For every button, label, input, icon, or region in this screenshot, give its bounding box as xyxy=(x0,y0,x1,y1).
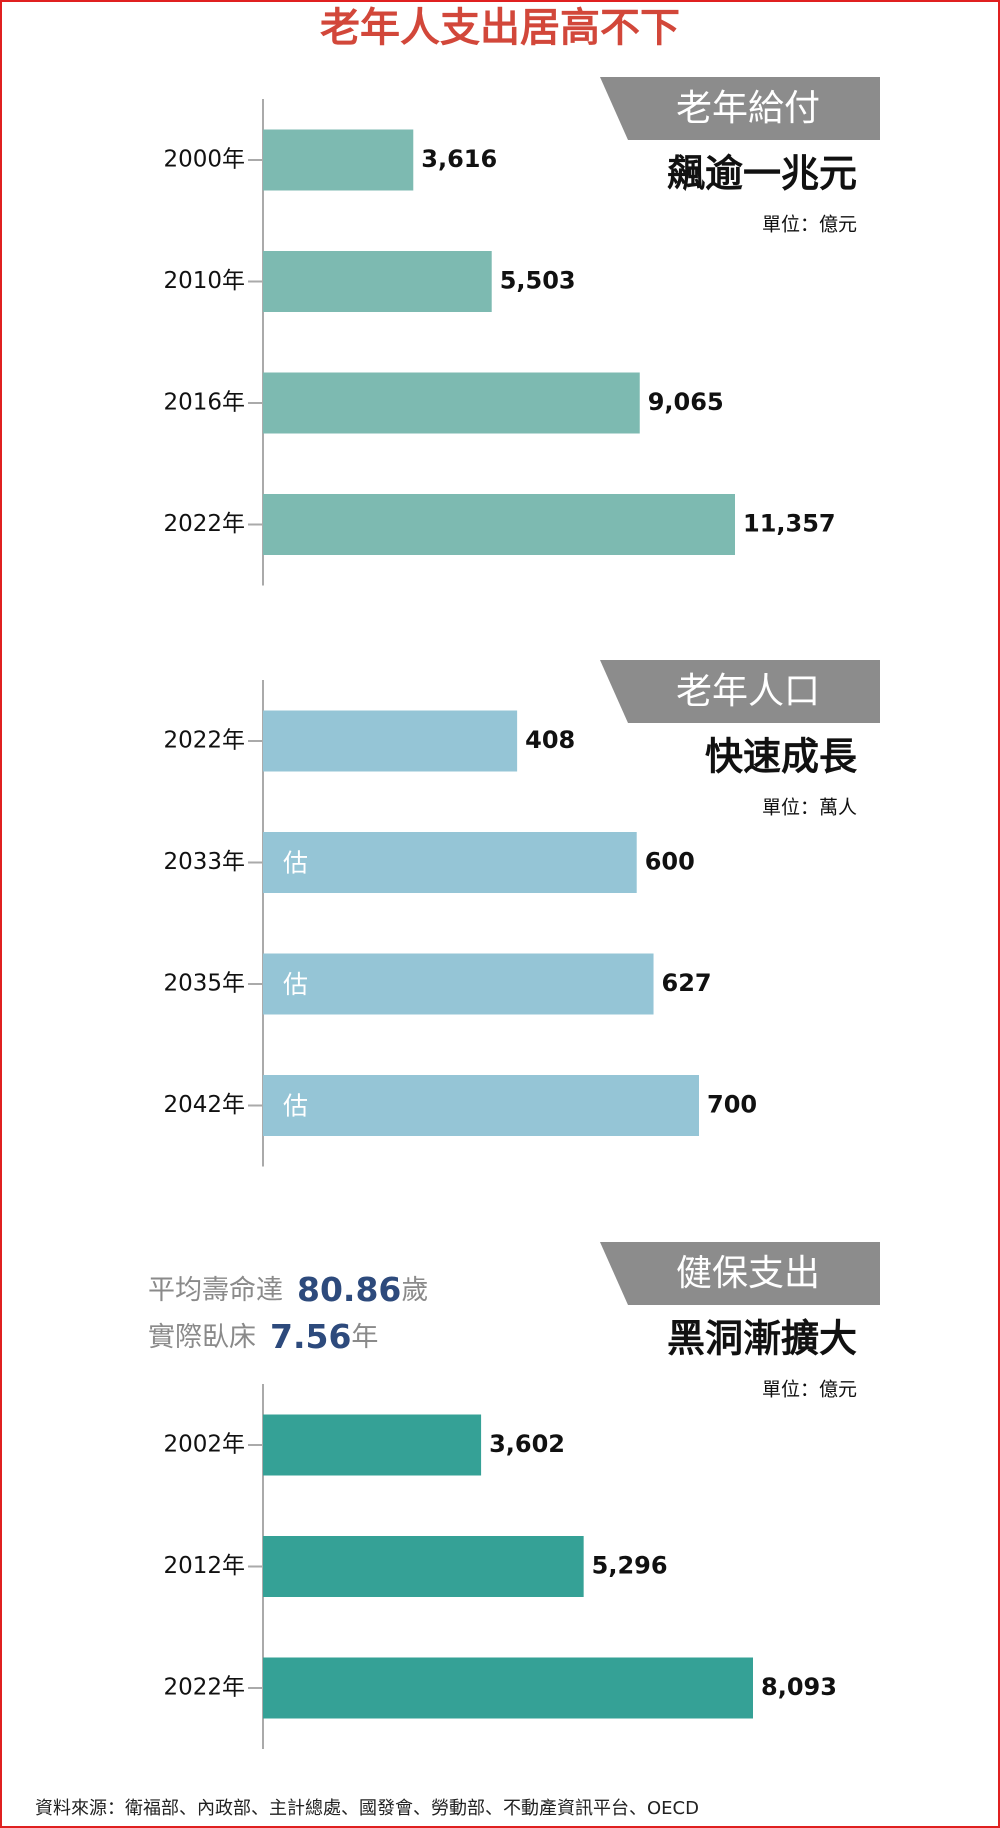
annotation-value: 7.56 xyxy=(270,1317,351,1356)
category-label: 2000年 xyxy=(163,147,245,173)
value-label: 700 xyxy=(707,1091,757,1119)
annotation: 平均壽命達 80.86歲 xyxy=(148,1270,428,1309)
bar xyxy=(263,494,735,555)
unit-label: 單位：億元 xyxy=(762,1379,857,1401)
annotation: 實際臥床 7.56年 xyxy=(148,1317,378,1356)
bar-note: 估 xyxy=(283,1092,308,1121)
bar-note: 估 xyxy=(283,849,308,878)
value-label: 9,065 xyxy=(648,388,724,416)
category-label: 2002年 xyxy=(163,1432,245,1458)
bar xyxy=(263,710,518,772)
category-label: 2010年 xyxy=(163,268,245,294)
bar xyxy=(263,1657,753,1719)
tag-box xyxy=(600,77,880,140)
category-label: 2022年 xyxy=(163,511,245,537)
source-note: 資料來源：衛福部、內政部、主計總處、國發會、勞動部、不動產資訊平台、OECD xyxy=(35,1798,699,1819)
annotation-value: 80.86 xyxy=(297,1270,401,1309)
annotation-text: 實際臥床 xyxy=(148,1322,256,1353)
tag-label: 老年人口 xyxy=(676,671,820,712)
category-label: 2012年 xyxy=(163,1553,245,1579)
bar xyxy=(263,129,414,191)
value-label: 5,296 xyxy=(592,1552,668,1580)
bar xyxy=(263,251,492,312)
tag-label: 老年給付 xyxy=(676,88,820,129)
value-label: 408 xyxy=(525,726,575,754)
annotation-unit: 年 xyxy=(351,1322,378,1353)
tag-label: 健保支出 xyxy=(676,1253,820,1294)
annotation-text: 平均壽命達 xyxy=(148,1275,283,1306)
bar-note: 估 xyxy=(283,970,308,999)
category-label: 2035年 xyxy=(163,971,245,997)
annotation-unit: 歲 xyxy=(401,1275,428,1306)
category-label: 2042年 xyxy=(163,1092,245,1118)
bar xyxy=(263,372,640,434)
bar xyxy=(263,1414,482,1476)
value-label: 600 xyxy=(645,848,695,876)
unit-label: 單位：億元 xyxy=(762,214,857,236)
page-title: 老年人支出居高不下 xyxy=(320,5,680,51)
bar xyxy=(263,953,654,1015)
category-label: 2033年 xyxy=(163,849,245,875)
value-label: 3,602 xyxy=(489,1430,565,1458)
subtitle: 快速成長 xyxy=(705,735,858,779)
tag-box xyxy=(600,660,880,723)
bar xyxy=(263,1536,584,1597)
subtitle: 飆逾一兆元 xyxy=(667,152,857,196)
bar xyxy=(263,1075,699,1136)
category-label: 2022年 xyxy=(163,1675,245,1701)
subtitle: 黑洞漸擴大 xyxy=(667,1317,857,1361)
unit-label: 單位：萬人 xyxy=(762,797,857,819)
bar xyxy=(263,832,637,893)
value-label: 8,093 xyxy=(761,1673,837,1701)
value-label: 627 xyxy=(662,969,712,997)
tag-box xyxy=(600,1242,880,1305)
category-label: 2022年 xyxy=(163,728,245,754)
category-label: 2016年 xyxy=(163,390,245,416)
value-label: 11,357 xyxy=(743,510,836,538)
value-label: 5,503 xyxy=(500,267,576,295)
value-label: 3,616 xyxy=(421,145,497,173)
